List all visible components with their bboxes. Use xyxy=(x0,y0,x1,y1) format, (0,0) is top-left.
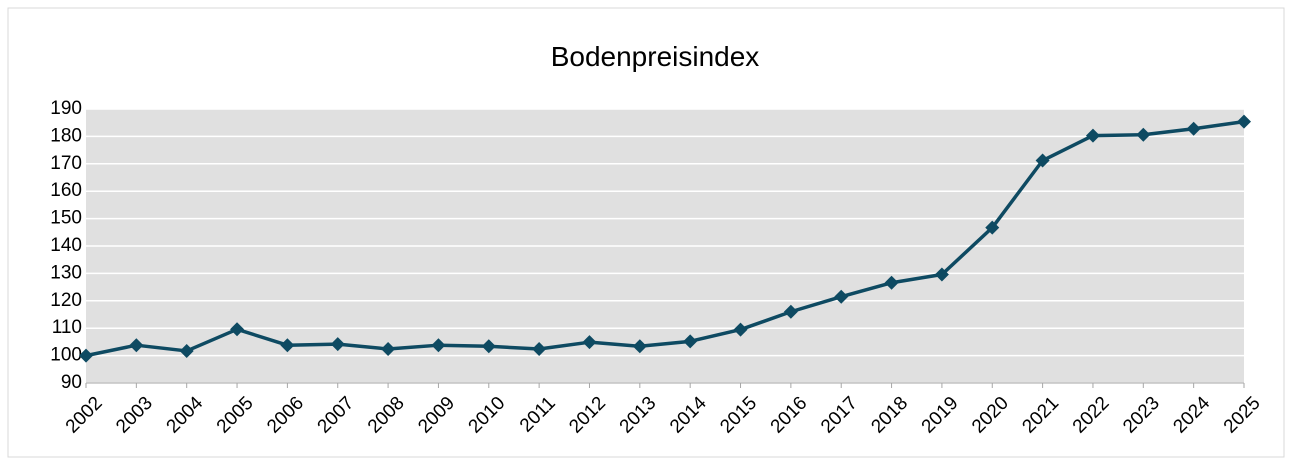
marker xyxy=(1136,127,1151,142)
y-tick-label: 150 xyxy=(50,208,82,229)
y-tick-label: 170 xyxy=(50,153,82,174)
marker xyxy=(632,339,647,354)
y-tick-label: 130 xyxy=(50,262,82,283)
marker xyxy=(431,338,446,353)
y-tick-label: 190 xyxy=(50,98,82,119)
y-tick-label: 100 xyxy=(50,345,82,366)
y-tick-label: 120 xyxy=(50,290,82,311)
chart-title: Bodenpreisindex xyxy=(551,41,760,72)
marker xyxy=(1035,153,1050,168)
marker xyxy=(330,337,345,352)
marker xyxy=(884,275,899,290)
y-tick-label: 110 xyxy=(52,317,82,338)
marker xyxy=(179,343,194,358)
marker xyxy=(582,335,597,350)
marker xyxy=(381,342,396,357)
marker xyxy=(280,338,295,353)
marker xyxy=(1237,114,1251,129)
y-tick-label: 160 xyxy=(50,180,82,201)
marker xyxy=(783,304,798,319)
marker xyxy=(129,338,144,353)
marker xyxy=(683,334,698,349)
line xyxy=(85,119,1245,358)
y-tick-label: 90 xyxy=(61,372,82,393)
marker xyxy=(230,322,245,337)
marker xyxy=(1085,128,1100,143)
marker xyxy=(733,322,748,337)
marker xyxy=(481,339,496,354)
marker xyxy=(1186,121,1201,136)
marker xyxy=(985,220,1000,235)
marker xyxy=(79,348,93,363)
marker xyxy=(532,342,547,357)
marker xyxy=(934,267,949,282)
y-tick-label: 140 xyxy=(50,235,82,256)
marker xyxy=(834,289,849,304)
y-tick-label: 180 xyxy=(50,125,82,146)
